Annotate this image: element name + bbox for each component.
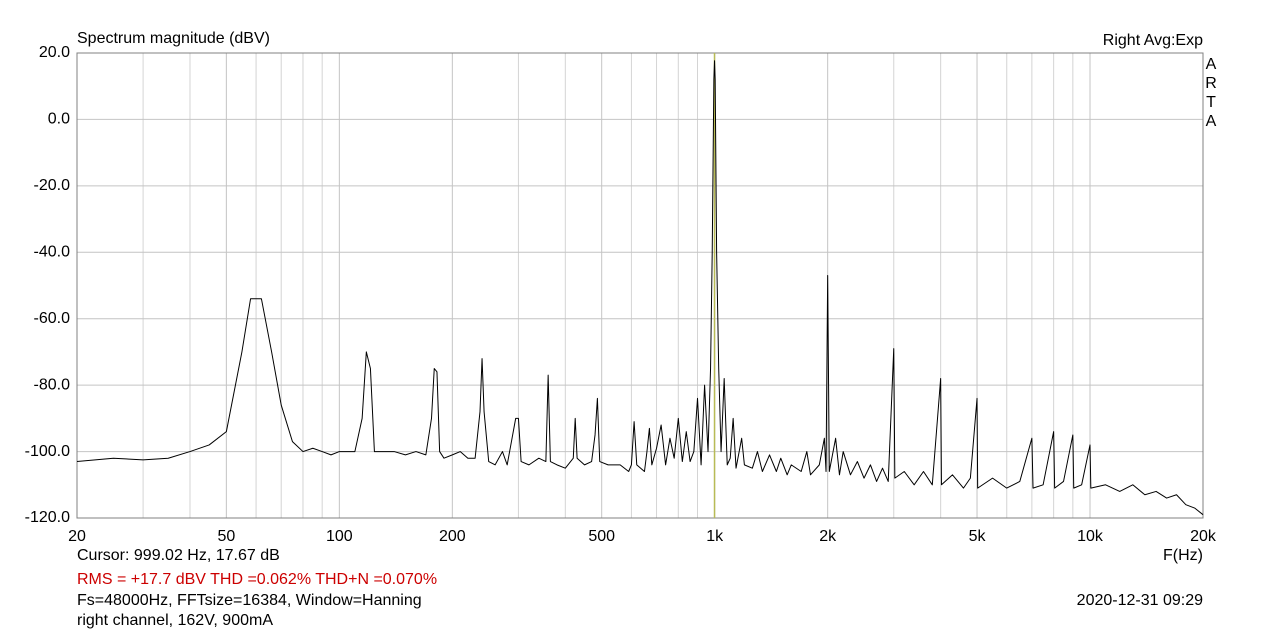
y-tick-label: -120.0: [25, 509, 70, 526]
x-tick-label: 50: [217, 528, 235, 545]
info-note: Cursor: 999.02 Hz, 17.67 dB: [77, 547, 280, 564]
x-tick-label: 200: [439, 528, 466, 545]
x-tick-label: 10k: [1077, 528, 1104, 545]
x-tick-label: 2k: [819, 528, 837, 545]
y-tick-label: -60.0: [34, 310, 71, 327]
info-note: RMS = +17.7 dBV THD =0.062% THD+N =0.070…: [77, 571, 437, 588]
y-tick-label: -20.0: [34, 177, 71, 194]
timestamp: 2020-12-31 09:29: [1077, 592, 1203, 609]
brand: ARTA: [1203, 56, 1220, 132]
info-note: right channel, 162V, 900mA: [77, 612, 273, 629]
info-note: Fs=48000Hz, FFTsize=16384, Window=Hannin…: [77, 592, 422, 609]
spectrum-line: [76, 60, 1204, 516]
x-tick-label: 20k: [1190, 528, 1217, 545]
x-tick-label: 500: [588, 528, 615, 545]
corner-note: Right Avg:Exp: [1103, 32, 1203, 49]
x-tick-label: 20: [68, 528, 86, 545]
plot-frame: [76, 52, 1204, 519]
x-tick-label: 100: [326, 528, 353, 545]
x-axis-label: F(Hz): [1163, 547, 1203, 564]
y-tick-label: 20.0: [39, 44, 70, 61]
y-tick-label: -100.0: [25, 443, 70, 460]
y-tick-label: -40.0: [34, 244, 71, 261]
y-tick-label: -80.0: [34, 376, 71, 393]
y-tick-label: 0.0: [48, 111, 70, 128]
x-tick-label: 1k: [706, 528, 724, 545]
x-tick-label: 5k: [969, 528, 987, 545]
chart-title: Spectrum magnitude (dBV): [77, 30, 270, 47]
